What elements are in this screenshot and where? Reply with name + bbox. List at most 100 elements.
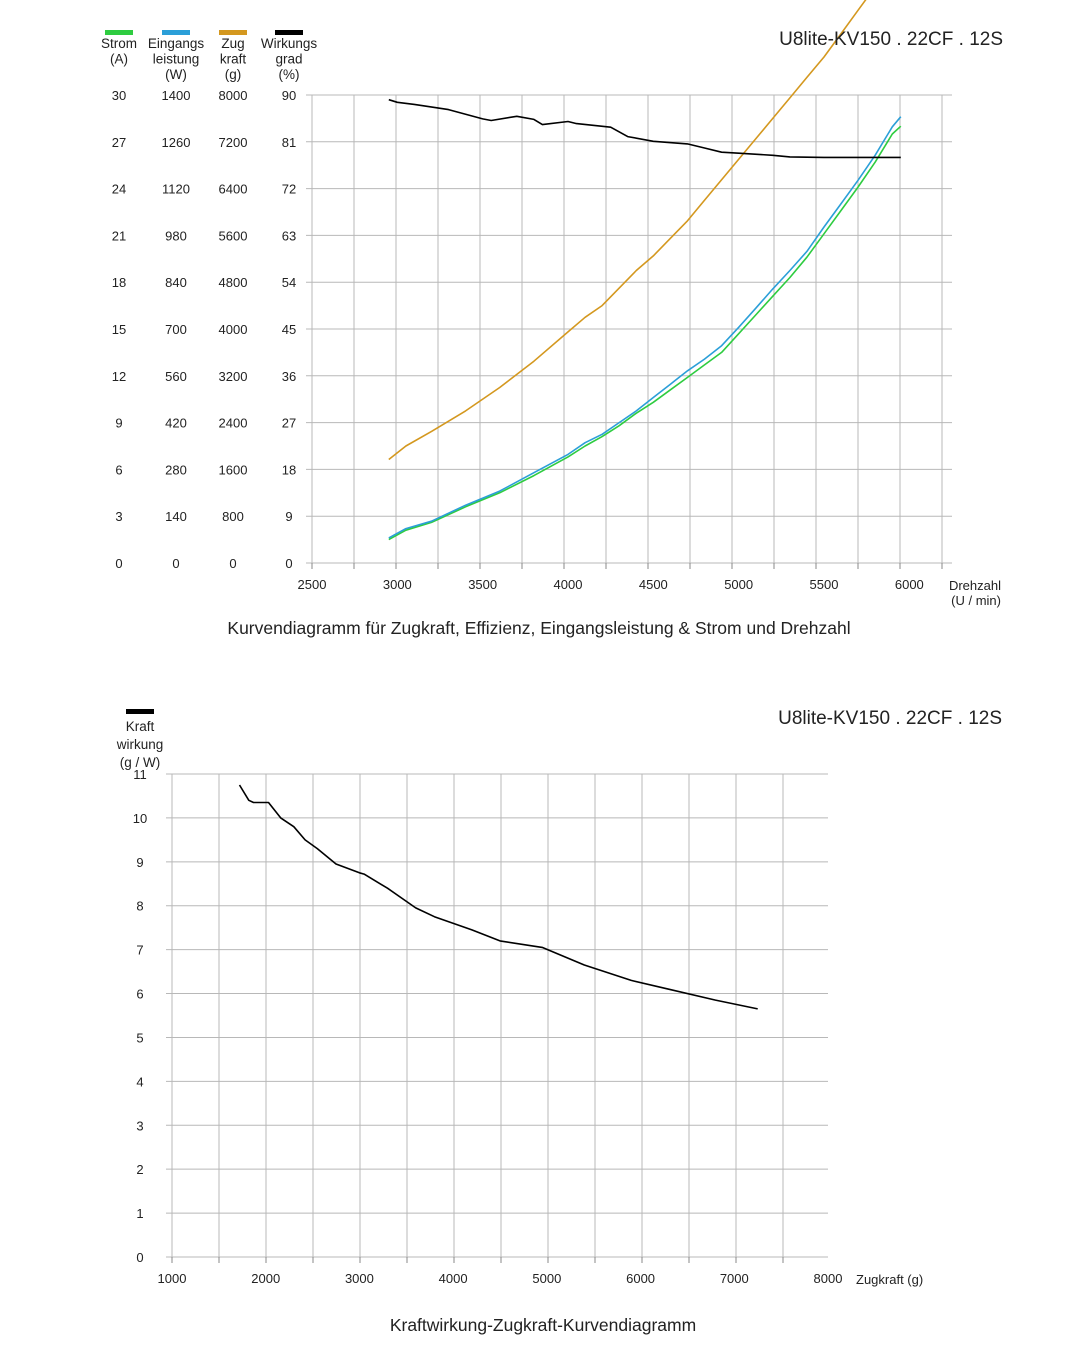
- y-tick-label-leistung: 0: [172, 556, 179, 571]
- x-tick-label: 1000: [158, 1271, 187, 1286]
- y-tick-label-kraftwirkung: 1: [136, 1206, 143, 1221]
- y-tick-label-zugkraft: 4000: [219, 322, 248, 337]
- y-tick-label-wirkung: 0: [285, 556, 292, 571]
- y-axis-label-kraftwirkung: (g / W): [120, 755, 161, 770]
- y-axis-label-kraftwirkung: wirkung: [116, 737, 164, 752]
- y-tick-label-zugkraft: 5600: [219, 228, 248, 243]
- y-tick-label-strom: 3: [115, 509, 122, 524]
- y-tick-label-leistung: 420: [165, 416, 187, 431]
- y-tick-label-leistung: 560: [165, 369, 187, 384]
- legend-swatch-zugkraft: [219, 30, 247, 35]
- y-tick-label-strom: 27: [112, 135, 126, 150]
- y-axis-label-kraftwirkung: Kraft: [126, 719, 155, 734]
- y-tick-label-leistung: 1400: [162, 88, 191, 103]
- y-axis-label-strom: (A): [110, 52, 128, 67]
- x-tick-label: 4500: [639, 577, 668, 592]
- y-tick-label-wirkung: 18: [282, 462, 296, 477]
- y-tick-label-leistung: 280: [165, 462, 187, 477]
- y-tick-label-strom: 15: [112, 322, 126, 337]
- y-tick-label-kraftwirkung: 8: [136, 899, 143, 914]
- x-tick-label: 2000: [251, 1271, 280, 1286]
- x-tick-label: 6000: [626, 1271, 655, 1286]
- y-tick-label-zugkraft: 8000: [219, 88, 248, 103]
- y-tick-label-wirkung: 54: [282, 275, 296, 290]
- y-tick-label-kraftwirkung: 10: [133, 811, 147, 826]
- y-tick-label-wirkung: 36: [282, 369, 296, 384]
- y-axis-label-leistung: Eingangs: [148, 36, 205, 51]
- y-tick-label-wirkung: 90: [282, 88, 296, 103]
- x-tick-label: 6000: [895, 577, 924, 592]
- y-tick-label-zugkraft: 7200: [219, 135, 248, 150]
- series-line-wirkung: [388, 98, 901, 159]
- y-tick-label-kraftwirkung: 6: [136, 987, 143, 1002]
- legend-swatch-leistung: [162, 30, 190, 35]
- y-tick-label-leistung: 1260: [162, 135, 191, 150]
- y-tick-label-kraftwirkung: 2: [136, 1162, 143, 1177]
- chart-caption: Kraftwirkung-Zugkraft-Kurvendiagramm: [390, 1315, 696, 1335]
- x-tick-label: 7000: [720, 1271, 749, 1286]
- model-label: U8lite-KV150 . 22CF . 12S: [779, 29, 1003, 50]
- y-axis-label-wirkung: (%): [279, 67, 300, 82]
- x-tick-label: 8000: [814, 1271, 843, 1286]
- y-tick-label-zugkraft: 0: [229, 556, 236, 571]
- series-line-zugkraft: [388, 0, 867, 461]
- y-axis-label-wirkung: Wirkungs: [261, 36, 318, 51]
- x-tick-label: 5000: [532, 1271, 561, 1286]
- y-tick-label-wirkung: 81: [282, 135, 296, 150]
- x-axis-label: Zugkraft (g): [856, 1272, 923, 1287]
- y-tick-label-zugkraft: 1600: [219, 462, 248, 477]
- y-tick-label-strom: 12: [112, 369, 126, 384]
- y-tick-label-kraftwirkung: 7: [136, 943, 143, 958]
- y-axis-label-wirkung: grad: [275, 52, 302, 67]
- x-tick-label: 2500: [298, 577, 327, 592]
- series-line-strom: [388, 125, 902, 541]
- y-axis-label-zugkraft: (g): [225, 67, 242, 82]
- legend-swatch-kraftwirkung: [126, 709, 154, 714]
- y-tick-label-strom: 21: [112, 228, 126, 243]
- x-axis-label: (U / min): [951, 593, 1001, 608]
- x-tick-label: 5500: [810, 577, 839, 592]
- y-tick-label-strom: 18: [112, 275, 126, 290]
- y-tick-label-zugkraft: 800: [222, 509, 244, 524]
- x-tick-label: 5000: [724, 577, 753, 592]
- y-axis-label-leistung: leistung: [153, 52, 200, 67]
- legend-swatch-wirkung: [275, 30, 303, 35]
- y-tick-label-strom: 0: [115, 556, 122, 571]
- chart-caption: Kurvendiagramm für Zugkraft, Effizienz, …: [227, 618, 850, 638]
- y-tick-label-zugkraft: 4800: [219, 275, 248, 290]
- x-axis-label: Drehzahl: [949, 578, 1001, 593]
- x-tick-label: 3000: [383, 577, 412, 592]
- x-tick-label: 3500: [468, 577, 497, 592]
- y-axis-label-zugkraft: kraft: [220, 52, 247, 67]
- y-axis-label-zugkraft: Zug: [221, 36, 244, 51]
- y-tick-label-wirkung: 9: [285, 509, 292, 524]
- y-tick-label-kraftwirkung: 5: [136, 1030, 143, 1045]
- y-tick-label-wirkung: 72: [282, 182, 296, 197]
- y-tick-label-kraftwirkung: 3: [136, 1118, 143, 1133]
- chart-2: [126, 709, 828, 1263]
- y-tick-label-strom: 30: [112, 88, 126, 103]
- y-tick-label-kraftwirkung: 9: [136, 855, 143, 870]
- y-tick-label-kraftwirkung: 11: [133, 767, 147, 782]
- y-tick-label-wirkung: 45: [282, 322, 296, 337]
- y-axis-label-strom: Strom: [101, 36, 137, 51]
- y-tick-label-wirkung: 27: [282, 416, 296, 431]
- y-axis-label-leistung: (W): [165, 67, 187, 82]
- y-tick-label-leistung: 140: [165, 509, 187, 524]
- y-tick-label-leistung: 980: [165, 228, 187, 243]
- y-tick-label-zugkraft: 3200: [219, 369, 248, 384]
- y-tick-label-strom: 24: [112, 182, 126, 197]
- y-tick-label-leistung: 1120: [162, 182, 190, 197]
- x-tick-label: 3000: [345, 1271, 374, 1286]
- x-tick-label: 4000: [439, 1271, 468, 1286]
- y-tick-label-zugkraft: 6400: [219, 182, 248, 197]
- y-tick-label-leistung: 700: [165, 322, 187, 337]
- series-line-leistung: [388, 116, 902, 539]
- legend-swatch-strom: [105, 30, 133, 35]
- chart-1: [105, 0, 952, 569]
- y-tick-label-kraftwirkung: 0: [136, 1250, 143, 1265]
- y-tick-label-wirkung: 63: [282, 228, 296, 243]
- y-tick-label-kraftwirkung: 4: [136, 1074, 143, 1089]
- model-label: U8lite-KV150 . 22CF . 12S: [778, 708, 1002, 729]
